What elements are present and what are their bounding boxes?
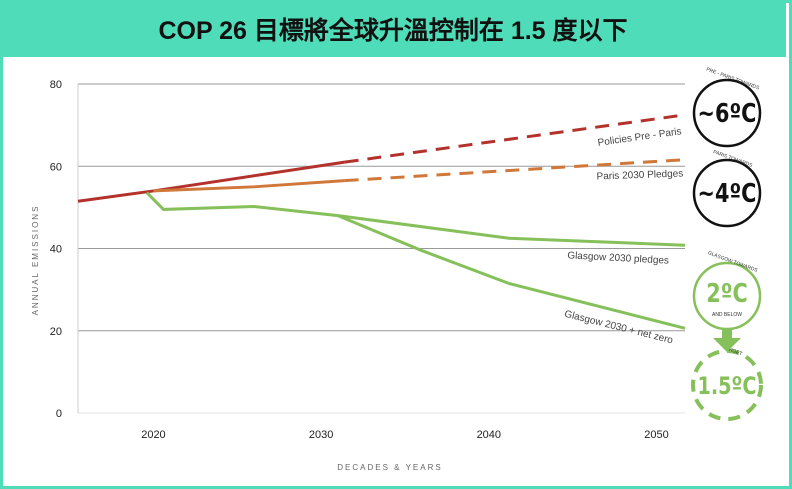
series-line bbox=[153, 179, 345, 193]
series-line-projection bbox=[344, 113, 686, 164]
temperature-value: 2ºC bbox=[706, 278, 747, 309]
temperature-badge bbox=[692, 261, 762, 331]
y-tick-label: 80 bbox=[50, 79, 62, 91]
x-tick-label: 2040 bbox=[477, 429, 501, 441]
temperature-badge bbox=[692, 158, 762, 228]
series-line bbox=[145, 191, 686, 247]
series-line-projection bbox=[344, 158, 686, 183]
series-label: Paris 2030 Pledges bbox=[596, 168, 683, 182]
series-label: Policies Pre - Paris bbox=[597, 126, 682, 149]
temperature-value: 1.5ºC bbox=[698, 373, 757, 401]
arrow-shaft bbox=[722, 330, 732, 340]
y-tick-label: 40 bbox=[50, 244, 62, 256]
temperature-caption-bottom: AND BELOW bbox=[712, 312, 742, 318]
chart-title: COP 26 目標將全球升溫控制在 1.5 度以下 bbox=[0, 0, 786, 57]
y-axis-label: ANNUAL EMISSIONS bbox=[31, 205, 40, 316]
x-tick-label: 2050 bbox=[644, 429, 668, 441]
y-tick-label: 20 bbox=[50, 326, 62, 338]
y-tick-label: 0 bbox=[56, 408, 62, 420]
temperature-value: ~4ºC bbox=[698, 178, 757, 209]
x-tick-label: 2030 bbox=[309, 429, 333, 441]
x-axis-label: DECADES & YEARS bbox=[337, 463, 442, 472]
temperature-value: ~6ºC bbox=[698, 98, 757, 129]
series-line bbox=[337, 214, 686, 330]
arrow-down-icon bbox=[713, 338, 741, 352]
x-tick-label: 2020 bbox=[141, 429, 165, 441]
series-label: Glasgow 2030 + net zero bbox=[563, 309, 674, 347]
temperature-badge bbox=[691, 349, 763, 421]
series-line bbox=[77, 160, 345, 203]
y-tick-label: 60 bbox=[50, 161, 62, 173]
temperature-badge bbox=[692, 78, 762, 148]
series-label: Glasgow 2030 pledges bbox=[567, 250, 669, 266]
